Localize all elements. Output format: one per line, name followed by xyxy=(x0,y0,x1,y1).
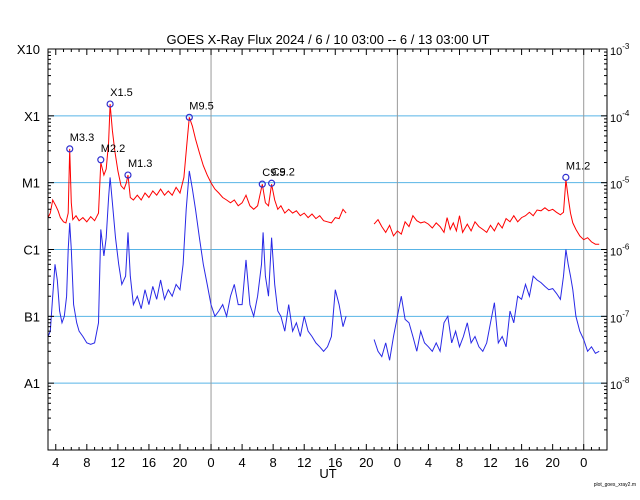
day-dividers xyxy=(210,49,585,450)
x-tick-label: 4 xyxy=(238,455,245,470)
left-axis-label: M1 xyxy=(22,176,40,191)
flare-label: X1.5 xyxy=(110,87,133,99)
flare-marker xyxy=(268,179,276,187)
series-line-long xyxy=(47,104,347,224)
right-axis-exponent: -7 xyxy=(622,309,630,318)
right-axis-label: 10-4 xyxy=(610,109,630,125)
flare-marker xyxy=(97,156,105,164)
gridlines xyxy=(48,115,607,384)
x-tick-label: 0 xyxy=(207,455,214,470)
flux-series xyxy=(47,104,600,361)
x-tick-label: 4 xyxy=(425,455,432,470)
flare-label: M1.2 xyxy=(566,160,590,172)
flare-marker xyxy=(124,171,132,179)
flare-label: M2.2 xyxy=(101,143,125,155)
left-axis-label: X10 xyxy=(17,42,40,57)
flare-marker xyxy=(185,113,193,121)
x-tick-label: 0 xyxy=(394,455,401,470)
x-tick-label: 8 xyxy=(456,455,463,470)
flare-marker xyxy=(562,173,570,181)
flare-marker xyxy=(258,180,266,188)
right-axis-exponent: -4 xyxy=(622,109,630,118)
x-tick-label: 8 xyxy=(270,455,277,470)
flare-markers: M3.3 M2.2 X1.5 M1.3 M9.5 C9.5C9.2 M1.2 xyxy=(66,87,590,188)
flare-marker xyxy=(66,145,74,153)
left-axis-label: X1 xyxy=(24,109,40,124)
x-tick-label: 20 xyxy=(359,455,373,470)
x-tick-label: 12 xyxy=(297,455,311,470)
flare-marker xyxy=(106,100,114,108)
right-axis-exponent: -3 xyxy=(622,42,630,51)
right-axis-exponent: -8 xyxy=(622,376,630,385)
left-axis-label: B1 xyxy=(24,309,40,324)
right-axis-label: 10-6 xyxy=(610,243,630,259)
right-axis-exponent: -5 xyxy=(622,176,630,185)
left-axis-label: C1 xyxy=(23,243,40,258)
x-tick-label: 16 xyxy=(142,455,156,470)
right-axis-label: 10-8 xyxy=(610,376,630,392)
left-axis-label: A1 xyxy=(24,376,40,391)
x-tick-label: 20 xyxy=(173,455,187,470)
right-axis-label: 10-3 xyxy=(610,42,630,58)
series-line-long xyxy=(373,179,600,245)
x-tick-label: 0 xyxy=(580,455,587,470)
right-axis-exponent: -6 xyxy=(622,243,630,252)
right-axis-label: 10-5 xyxy=(610,176,630,192)
x-axis-label: UT xyxy=(319,466,336,481)
x-tick-label: 4 xyxy=(52,455,59,470)
flare-label: M3.3 xyxy=(70,132,94,144)
chart-title: GOES X-Ray Flux 2024 / 6 / 10 03:00 -- 6… xyxy=(167,32,490,47)
x-tick-label: 12 xyxy=(111,455,125,470)
x-tick-label: 8 xyxy=(83,455,90,470)
series-line-short xyxy=(373,249,600,361)
flare-label: C9.2 xyxy=(272,166,295,178)
flare-label: M9.5 xyxy=(189,100,213,112)
x-tick-label: 20 xyxy=(545,455,559,470)
x-tick-label: 16 xyxy=(328,455,342,470)
flare-label: C9.5 xyxy=(262,167,285,179)
flare-label: M1.3 xyxy=(128,158,152,170)
x-tick-label: 12 xyxy=(483,455,497,470)
footer-note: plot_goes_xray2.m xyxy=(594,482,636,488)
right-axis-label: 10-7 xyxy=(610,309,630,325)
x-tick-label: 16 xyxy=(514,455,528,470)
series-line-short xyxy=(47,170,347,353)
